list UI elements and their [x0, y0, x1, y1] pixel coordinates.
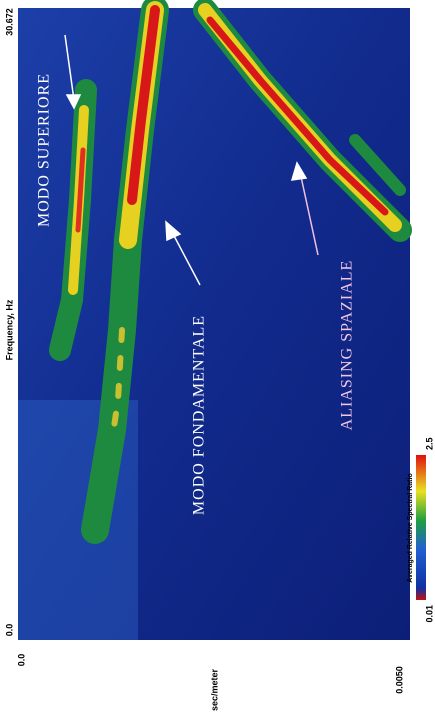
frequency-axis-label: Frequency, Hz: [4, 299, 14, 360]
plot-area: MODO SUPERIORE MODO FONDAMENTALE ALIASIN…: [18, 8, 410, 640]
annotation: ALIASING SPAZIALE: [339, 260, 356, 431]
colorbar-min: 0.01: [424, 605, 434, 623]
colorbar-max: 2.5: [424, 437, 434, 450]
slowness-min: 0.0: [16, 654, 26, 667]
colorbar-title: Averaged Relative Spectral Ratio: [407, 473, 414, 582]
frequency-max: 30.672: [4, 8, 14, 36]
frequency-min: 0.0: [4, 624, 14, 637]
slowness-axis-label: sec/meter: [209, 668, 219, 711]
annotation: MODO FONDAMENTALE: [191, 315, 208, 515]
colorbar: [416, 455, 426, 600]
page: MODO SUPERIORE MODO FONDAMENTALE ALIASIN…: [0, 0, 435, 726]
annotation: MODO SUPERIORE: [36, 73, 53, 227]
figure: MODO SUPERIORE MODO FONDAMENTALE ALIASIN…: [0, 0, 435, 726]
slowness-max: 0.0050: [394, 666, 404, 694]
